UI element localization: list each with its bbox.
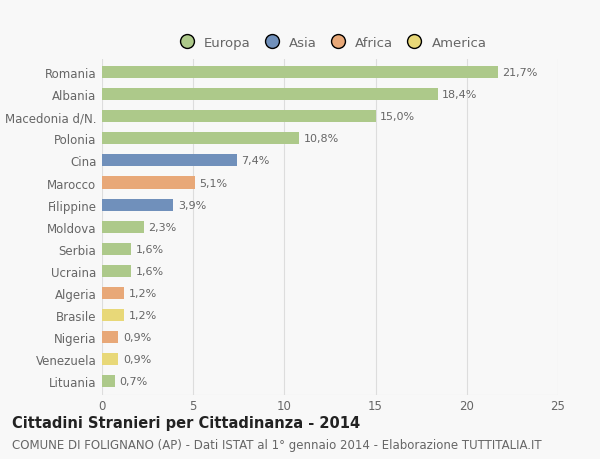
Bar (102, 221, 144, 233)
Bar (102, 155, 237, 167)
Text: COMUNE DI FOLIGNANO (AP) - Dati ISTAT al 1° gennaio 2014 - Elaborazione TUTTITAL: COMUNE DI FOLIGNANO (AP) - Dati ISTAT al… (12, 438, 542, 451)
Bar (102, 133, 299, 145)
Text: 18,4%: 18,4% (442, 90, 478, 100)
Bar (102, 309, 124, 321)
Text: 1,6%: 1,6% (136, 244, 164, 254)
Text: 7,4%: 7,4% (242, 156, 270, 166)
Bar (102, 331, 118, 343)
Text: 1,2%: 1,2% (128, 310, 157, 320)
Text: 1,2%: 1,2% (128, 288, 157, 298)
Bar (102, 265, 131, 277)
Bar (102, 199, 173, 211)
Text: 0,9%: 0,9% (123, 354, 151, 364)
Text: 15,0%: 15,0% (380, 112, 415, 122)
Text: 0,7%: 0,7% (119, 376, 148, 386)
Bar (102, 111, 376, 123)
Bar (102, 177, 195, 189)
Bar (102, 67, 498, 79)
Bar (102, 89, 437, 101)
Bar (102, 243, 131, 255)
Text: 2,3%: 2,3% (149, 222, 177, 232)
Text: 5,1%: 5,1% (200, 178, 228, 188)
Bar (102, 375, 115, 387)
Text: 3,9%: 3,9% (178, 200, 206, 210)
Text: 21,7%: 21,7% (502, 68, 538, 78)
Bar (102, 353, 118, 365)
Legend: Europa, Asia, Africa, America: Europa, Asia, Africa, America (173, 37, 487, 50)
Text: 1,6%: 1,6% (136, 266, 164, 276)
Text: 10,8%: 10,8% (304, 134, 339, 144)
Text: Cittadini Stranieri per Cittadinanza - 2014: Cittadini Stranieri per Cittadinanza - 2… (12, 415, 360, 431)
Bar (102, 287, 124, 299)
Text: 0,9%: 0,9% (123, 332, 151, 342)
